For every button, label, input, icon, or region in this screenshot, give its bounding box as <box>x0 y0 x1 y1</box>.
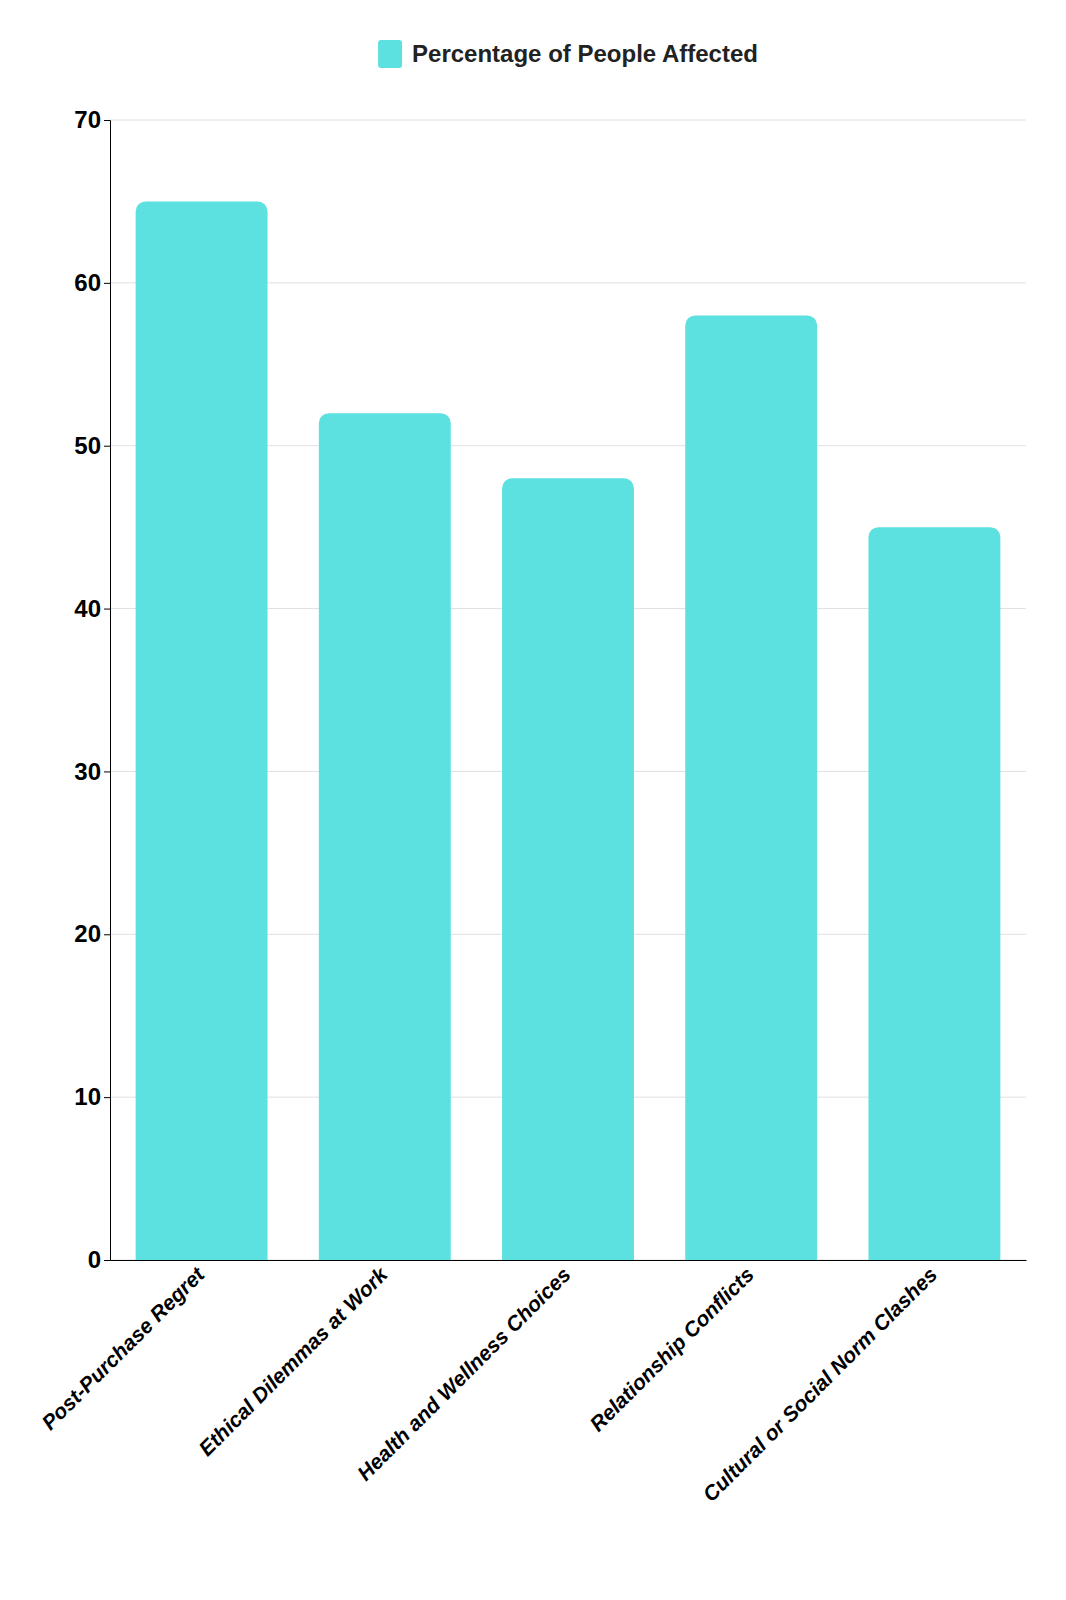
grid <box>110 120 1026 1260</box>
x-tick-label: Relationship Conflicts <box>585 1263 758 1436</box>
y-tick: 60 <box>74 269 110 296</box>
y-tick-label: 70 <box>74 106 101 133</box>
legend: Percentage of People Affected <box>378 40 758 68</box>
y-tick-label: 10 <box>74 1083 101 1110</box>
y-tick: 20 <box>74 920 110 947</box>
legend-label: Percentage of People Affected <box>412 40 758 67</box>
x-axis-line <box>111 1260 1027 1261</box>
bar <box>502 478 634 1260</box>
x-tick: Post-Purchase Regret <box>37 1262 209 1434</box>
y-tick-mark <box>104 120 110 121</box>
x-tick: Health and Wellness Choices <box>353 1263 575 1485</box>
chart-svg: 0 10 20 30 40 50 60 70 Post-Purchase RegretEthic… <box>0 0 1066 1600</box>
x-tick: Relationship Conflicts <box>585 1263 758 1436</box>
y-tick: 0 <box>88 1246 110 1273</box>
y-tick: 30 <box>74 758 110 785</box>
legend-swatch <box>378 40 402 68</box>
y-tick: 70 <box>74 106 110 133</box>
y-axis: 0 10 20 30 40 50 60 70 <box>74 106 110 1273</box>
legend-item: Percentage of People Affected <box>378 40 758 68</box>
bars <box>136 201 1001 1260</box>
y-tick: 50 <box>74 432 110 459</box>
y-tick: 10 <box>74 1083 110 1110</box>
x-tick-label: Post-Purchase Regret <box>37 1262 209 1434</box>
x-axis: Post-Purchase RegretEthical Dilemmas at … <box>37 1261 1026 1506</box>
x-tick: Cultural or Social Norm Clashes <box>698 1263 941 1506</box>
bar <box>868 527 1000 1260</box>
y-tick-label: 0 <box>88 1246 101 1273</box>
y-tick-mark <box>104 934 110 935</box>
y-axis-line <box>104 121 111 1261</box>
y-tick-mark <box>104 1097 110 1098</box>
y-tick: 40 <box>74 595 110 622</box>
x-tick-label: Health and Wellness Choices <box>353 1263 575 1485</box>
y-tick-mark <box>104 609 110 610</box>
bar <box>319 413 451 1260</box>
y-tick-mark <box>104 283 110 284</box>
x-tick-label: Cultural or Social Norm Clashes <box>698 1263 941 1506</box>
x-tick-label: Ethical Dilemmas at Work <box>194 1262 392 1460</box>
y-tick-label: 40 <box>74 595 101 622</box>
y-tick-label: 20 <box>74 920 101 947</box>
y-tick-mark <box>104 446 110 447</box>
grid-line <box>110 120 1026 121</box>
y-tick-label: 50 <box>74 432 101 459</box>
y-tick-label: 30 <box>74 758 101 785</box>
chart-container: 0 10 20 30 40 50 60 70 Post-Purchase RegretEthic… <box>0 0 1066 1600</box>
x-tick: Ethical Dilemmas at Work <box>194 1262 392 1460</box>
plot-area: 0 10 20 30 40 50 60 70 Post-Purchase RegretEthic… <box>37 106 1026 1506</box>
bar <box>685 315 817 1260</box>
bar <box>136 201 268 1260</box>
y-tick-label: 60 <box>74 269 101 296</box>
y-tick-mark <box>104 1260 110 1261</box>
y-tick-mark <box>104 771 110 772</box>
